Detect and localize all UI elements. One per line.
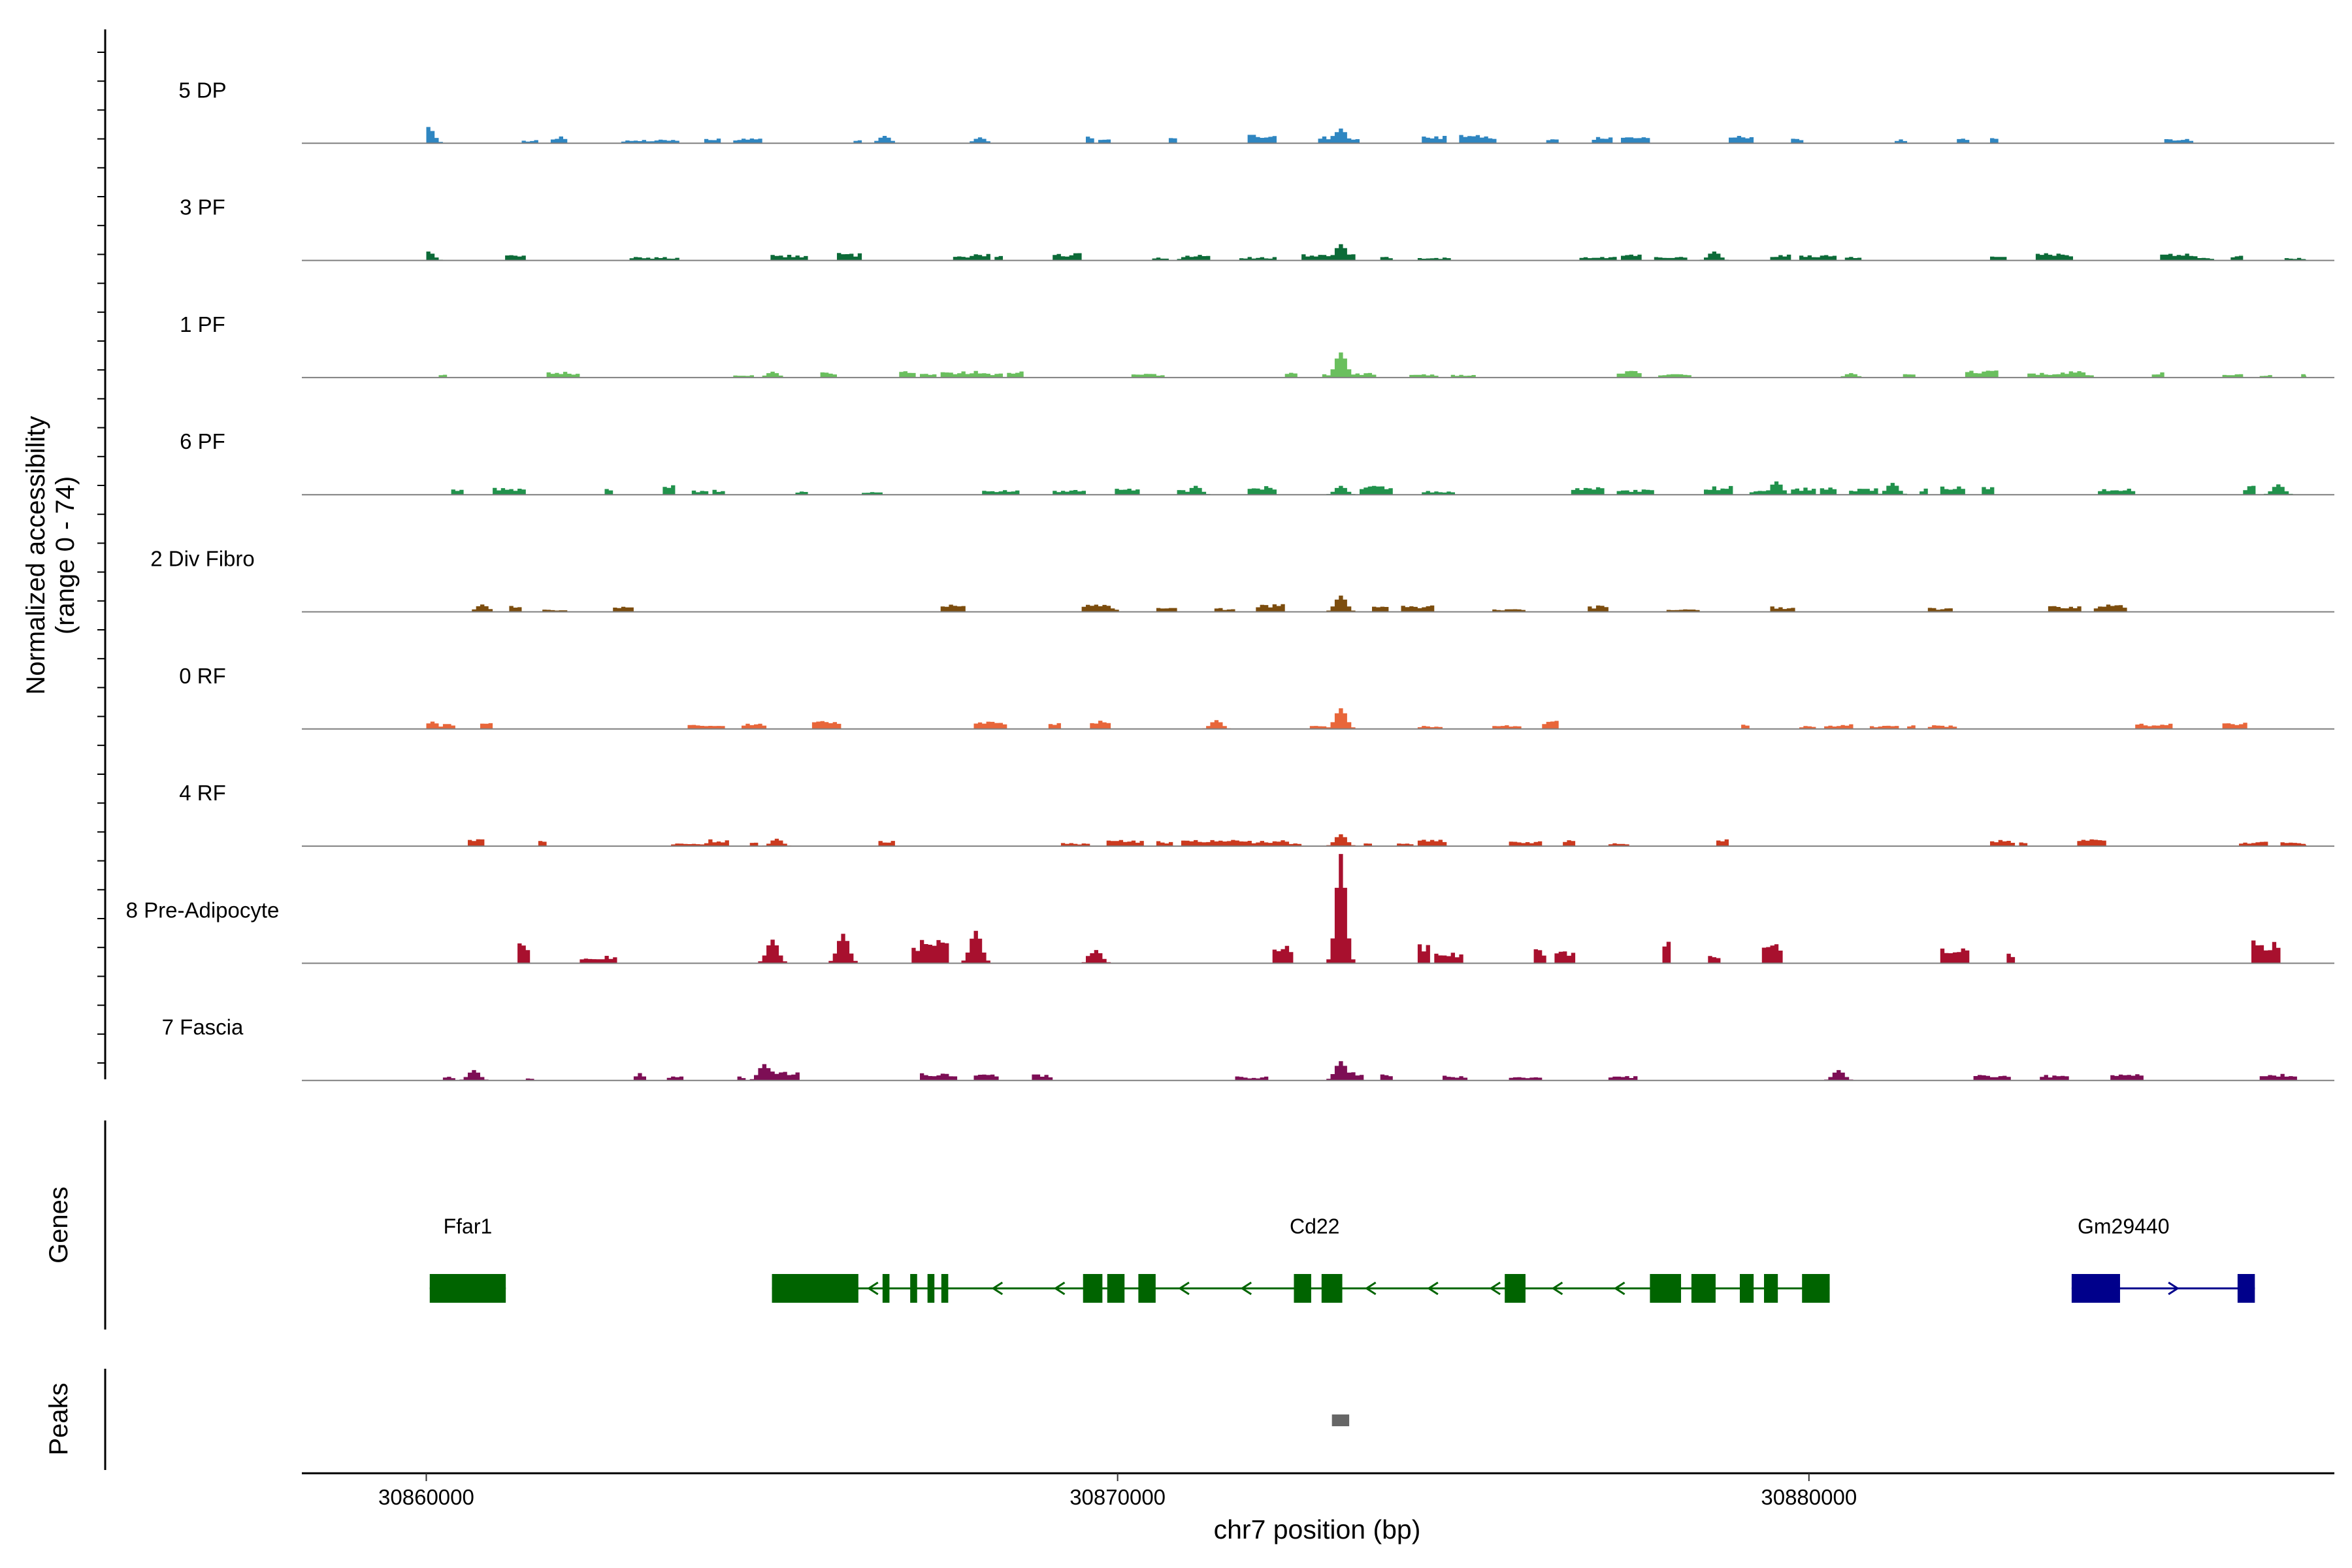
coverage-area: [426, 1061, 2307, 1081]
y-axis-label-line2: (range 0 - 74): [51, 476, 80, 634]
gene-exon: [882, 1274, 890, 1303]
gene-exon: [941, 1274, 949, 1303]
track-label: 6 PF: [180, 429, 225, 453]
strand-arrow: [1613, 1281, 1625, 1296]
track-5-dp: 5 DP: [178, 78, 2334, 144]
track-0-rf: 0 RF: [179, 664, 2334, 730]
x-tick-label: 30860000: [378, 1485, 474, 1509]
coverage-tracks: 5 DP 3 PF 1 PF 6 PF 2 Div Fibro 0 RF 4 RF 8 Pre…: [126, 78, 2334, 1081]
gene-exon: [772, 1274, 858, 1303]
gene-exon: [1107, 1274, 1125, 1303]
strand-arrow: [991, 1281, 1004, 1296]
genes-panel-label: Genes: [44, 1186, 73, 1264]
track-7-fascia: 7 Fascia: [162, 1015, 2334, 1081]
gene-exon: [910, 1274, 917, 1303]
coverage-area: [426, 595, 2307, 612]
gene-exon: [1321, 1274, 1343, 1303]
track-label: 8 Pre-Adipocyte: [126, 898, 280, 922]
gene-exon: [1764, 1274, 1778, 1303]
track-6-pf: 6 PF: [180, 429, 2334, 496]
strand-arrow: [1489, 1281, 1501, 1296]
gene-exon: [1691, 1274, 1716, 1303]
x-tick-label: 30880000: [1761, 1485, 1857, 1509]
track-label: 1 PF: [180, 312, 225, 336]
track-8-pre-adipocyte: 8 Pre-Adipocyte: [126, 854, 2334, 964]
coverage-area: [426, 708, 2307, 729]
coverage-area: [426, 481, 2307, 495]
track-label: 4 RF: [179, 781, 226, 805]
gene-label: Cd22: [1290, 1215, 1340, 1238]
gene-exon: [1294, 1274, 1311, 1303]
gene-exon: [1802, 1274, 1830, 1303]
track-3-pf: 3 PF: [180, 195, 2334, 261]
gene-exon: [1138, 1274, 1156, 1303]
peak-region: [1331, 1414, 1350, 1426]
track-1-pf: 1 PF: [180, 312, 2334, 378]
track-4-rf: 4 RF: [179, 781, 2334, 847]
gene-label: Gm29440: [2078, 1215, 2170, 1238]
coverage-area: [426, 244, 2307, 261]
track-label: 3 PF: [180, 195, 225, 220]
peaks-panel: Peaks: [44, 1369, 1350, 1470]
gene-exon: [1739, 1274, 1754, 1303]
strand-arrow: [1240, 1281, 1252, 1296]
x-axis-label: chr7 position (bp): [1214, 1514, 1421, 1544]
strand-arrow: [2168, 1281, 2180, 1296]
y-axis-label-line1: Normalized accessibility: [22, 416, 50, 695]
strand-arrow: [867, 1281, 879, 1296]
strand-arrow: [1551, 1281, 1563, 1296]
track-label: 2 Div Fibro: [150, 547, 255, 571]
track-label: 0 RF: [179, 664, 226, 688]
gene-exon: [1650, 1274, 1682, 1303]
x-tick-label: 30870000: [1070, 1485, 1166, 1509]
strand-arrow: [1364, 1281, 1377, 1296]
coverage-area: [426, 834, 2307, 847]
gene-gm29440: Gm29440: [2071, 1215, 2255, 1303]
gene-annotation-panel: Genes Ffar1 Cd22 Gm29440: [44, 1120, 2255, 1330]
track-2-div-fibro: 2 Div Fibro: [150, 547, 2334, 613]
gene-ffar1: Ffar1: [429, 1215, 506, 1303]
track-label: 5 DP: [178, 78, 226, 102]
gene-label: Ffar1: [444, 1215, 493, 1238]
gene-exon: [1505, 1274, 1526, 1303]
gene-cd22: Cd22: [772, 1215, 1830, 1303]
x-axis: 30860000 30870000 30880000: [302, 1472, 2334, 1509]
peaks-panel-label: Peaks: [44, 1382, 73, 1455]
gene-exon: [2071, 1274, 2120, 1303]
coverage-area: [426, 127, 2307, 144]
left-axis-group: [97, 29, 106, 1079]
coverage-area: [426, 854, 2307, 964]
strand-arrow: [1053, 1281, 1066, 1296]
gene-exon: [1083, 1274, 1103, 1303]
coverage-area: [426, 352, 2307, 378]
track-label: 7 Fascia: [162, 1015, 244, 1039]
gene-exon: [2237, 1274, 2255, 1303]
strand-arrow: [1178, 1281, 1190, 1296]
gene-exon: [429, 1274, 506, 1303]
gene-exon: [927, 1274, 935, 1303]
strand-arrow: [1427, 1281, 1439, 1296]
